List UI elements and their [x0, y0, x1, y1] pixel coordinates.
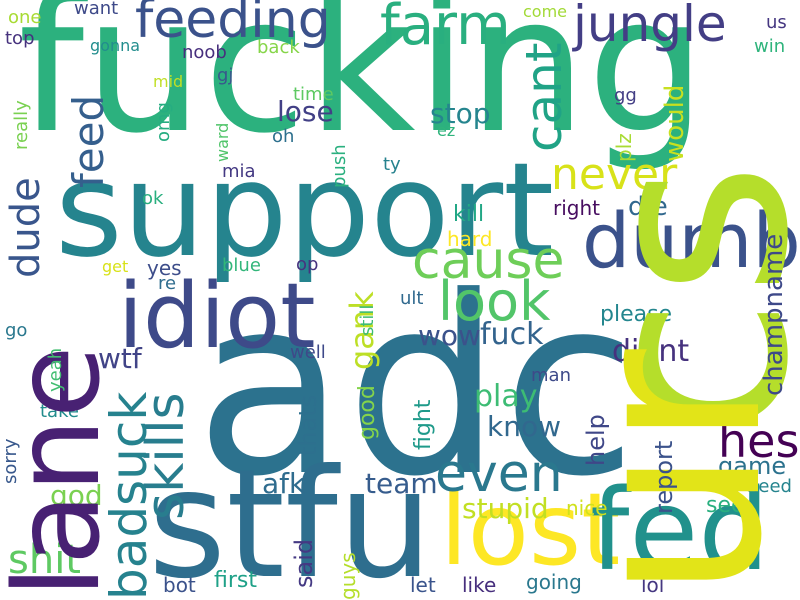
word-top: top — [5, 28, 35, 49]
word-let: let — [410, 573, 436, 597]
word-hes: hes — [718, 414, 800, 468]
word-badsuck: badsuck — [100, 391, 158, 600]
word-still: still — [357, 304, 378, 336]
word-fuck: fuck — [480, 317, 544, 352]
word-ult: ult — [400, 288, 424, 309]
word-dude: dude — [3, 177, 49, 278]
word-re: re — [158, 273, 177, 294]
word-support: support — [55, 134, 555, 286]
word-back: back — [257, 37, 300, 58]
word-going: going — [526, 570, 582, 594]
word-dumb: dumb — [582, 196, 800, 285]
word-cant: cant — [515, 42, 573, 152]
word-see: see — [706, 493, 745, 518]
word-never: never — [551, 149, 678, 200]
word-lose: lose — [277, 95, 334, 128]
word-would: would — [660, 84, 690, 162]
word-take: take — [40, 401, 79, 422]
word-stfu: stfu — [148, 438, 433, 600]
word-know: know — [487, 410, 561, 443]
word-plz: plz — [612, 133, 636, 162]
word-report: report — [650, 440, 678, 514]
word-feeding: feeding — [135, 0, 331, 50]
word-get: get — [102, 257, 129, 276]
word-look: look — [438, 270, 551, 333]
word-game: game — [718, 452, 787, 480]
word-ty: ty — [383, 154, 401, 175]
word-jungle: jungle — [573, 0, 727, 53]
word-really: really — [11, 100, 32, 150]
word-well: well — [290, 342, 326, 363]
word-fed: fed — [590, 466, 770, 596]
word-mia: mia — [222, 161, 256, 182]
word-gg: gg — [614, 85, 637, 106]
word-yes: yes — [147, 256, 182, 280]
word-shit: shit — [8, 537, 81, 583]
word-die: die — [628, 192, 668, 222]
word-champname: champname — [759, 233, 789, 396]
word-push: push — [329, 144, 350, 188]
word-win: win — [754, 36, 786, 57]
word-omg: omg — [153, 102, 174, 142]
word-ok: ok — [142, 188, 164, 209]
word-fucking: fucking — [18, 0, 707, 175]
word-gonna: gonna — [90, 36, 141, 55]
word-team: team — [365, 467, 438, 500]
word-lost: lost — [440, 471, 621, 588]
word-bot: bot — [163, 573, 196, 597]
word-guys: guys — [336, 552, 360, 600]
word-us: us — [766, 12, 787, 33]
word-right: right — [553, 196, 600, 220]
word-afk: afk — [262, 467, 306, 500]
word-like: like — [462, 573, 497, 597]
word-idiot: idiot — [118, 264, 316, 369]
word-op: op — [296, 254, 319, 275]
word-ward: ward — [213, 122, 232, 162]
word-stupid: stupid — [462, 492, 549, 525]
word-need: need — [747, 476, 792, 497]
word-thats: thats — [294, 394, 322, 456]
word-first: first — [214, 568, 257, 593]
word-feed: feed — [64, 94, 113, 188]
word-noob: noob — [182, 42, 227, 63]
word-fight: fight — [411, 399, 436, 450]
word-yeah: yeah — [45, 347, 66, 392]
word-hard: hard — [447, 227, 493, 251]
word-mid: mid — [153, 72, 184, 91]
word-even: even — [435, 444, 563, 504]
word-stop: stop — [430, 97, 491, 130]
word-want: want — [74, 0, 119, 19]
word-kill: kill — [453, 202, 485, 227]
word-come: come — [523, 2, 568, 21]
word-good: good — [355, 385, 380, 440]
word-nice: nice — [566, 496, 608, 520]
word-sorry: sorry — [0, 438, 21, 484]
word-time: time — [293, 84, 334, 105]
word-blue: blue — [222, 255, 261, 276]
word-man: man — [531, 365, 571, 386]
word-play: play — [474, 379, 538, 414]
word-said: said — [290, 538, 318, 588]
word-please: please — [600, 302, 673, 327]
word-one: one — [8, 7, 42, 28]
word-help: help — [582, 414, 610, 466]
word-wow: wow — [418, 319, 481, 352]
word-farm: farm — [380, 0, 511, 58]
word-lol: lol — [641, 573, 665, 597]
word-didnt: didnt — [612, 334, 690, 369]
word-wtf: wtf — [98, 342, 142, 375]
word-gj: gj — [217, 65, 234, 86]
word-adc: adc — [195, 245, 638, 531]
word-oh: oh — [272, 126, 295, 147]
word-go: go — [5, 320, 28, 341]
word-god: god — [50, 479, 103, 512]
word-cause: cause — [412, 231, 565, 291]
word-ez: ez — [437, 121, 456, 140]
